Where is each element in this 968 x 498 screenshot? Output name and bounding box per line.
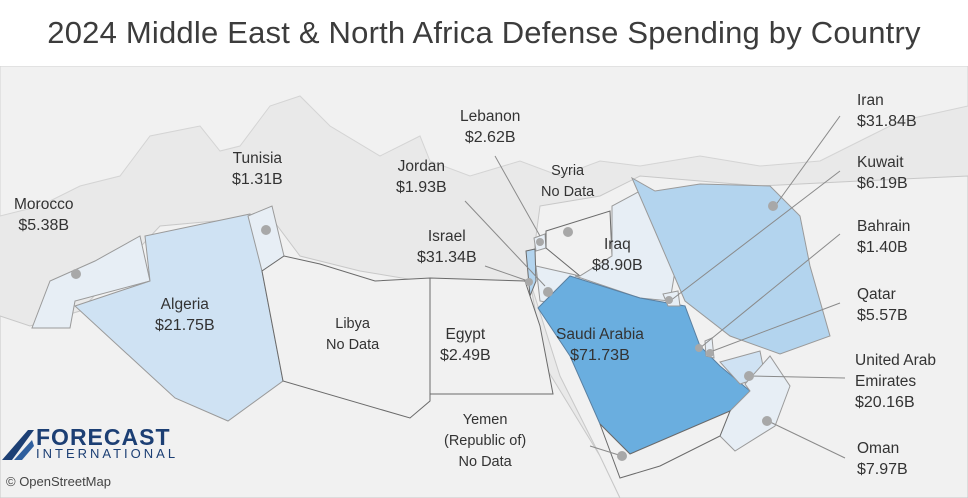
marker-iran [768, 201, 778, 211]
label-libya: Libya No Data [326, 316, 380, 353]
leader-uae [749, 375, 846, 379]
label-morocco: Morocco $5.38B [14, 196, 74, 234]
label-oman: Oman $7.97B [857, 440, 908, 478]
label-algeria: Algeria $21.75B [155, 296, 215, 334]
label-kuwait: Kuwait $6.19B [857, 154, 908, 192]
marker-syria [563, 227, 573, 237]
marker-uae [744, 371, 754, 381]
label-yemen: Yemen (Republic of) No Data [444, 412, 527, 470]
logo-word: FORECAST [36, 424, 171, 450]
marker-tunisia [261, 225, 271, 235]
marker-kuwait [665, 296, 673, 304]
country-oman [719, 355, 791, 452]
label-lebanon: Lebanon $2.62B [460, 108, 521, 146]
leader-yemen [589, 445, 623, 457]
country-yemen [599, 410, 731, 479]
label-iran: Iran $31.84B [857, 92, 917, 130]
marker-israel [525, 278, 533, 286]
map-area[interactable]: Morocco $5.38B Algeria $21.75B Tunisia $… [0, 66, 968, 498]
marker-qatar [706, 349, 714, 357]
label-egypt: Egypt $2.49B [440, 326, 491, 364]
leader-qatar [709, 302, 841, 353]
leader-kuwait [669, 170, 841, 302]
marker-bahrain [695, 344, 703, 352]
label-bahrain: Bahrain $1.40B [857, 218, 911, 256]
marker-morocco [71, 269, 81, 279]
leader-iran [774, 115, 841, 207]
marker-lebanon [536, 238, 544, 246]
map-canvas [0, 66, 968, 498]
leader-lines [464, 115, 846, 459]
label-jordan: Jordan $1.93B [396, 158, 447, 196]
label-saudi-arabia: Saudi Arabia $71.73B [556, 326, 644, 364]
logo-subword: INTERNATIONAL [36, 446, 179, 461]
map-title: 2024 Middle East & North Africa Defense … [47, 15, 921, 50]
label-iraq: Iraq $8.90B [592, 236, 643, 274]
label-israel: Israel $31.34B [417, 228, 477, 266]
country-morocco [31, 235, 151, 329]
leader-jordan [464, 200, 546, 287]
map-attribution[interactable]: © OpenStreetMap [6, 474, 111, 489]
leader-bahrain [699, 233, 841, 349]
europe-landmass [0, 66, 968, 217]
country-iran [630, 176, 831, 355]
marker-oman [762, 416, 772, 426]
forecast-international-logo: FORECAST INTERNATIONAL [2, 424, 182, 464]
country-egypt [429, 277, 554, 395]
leader-lebanon [494, 155, 541, 237]
leader-israel [484, 265, 529, 282]
label-tunisia: Tunisia $1.31B [232, 150, 283, 188]
label-qatar: Qatar $5.57B [857, 286, 908, 324]
label-uae: United Arab Emirates $20.16B [855, 352, 936, 411]
marker-yemen [617, 451, 627, 461]
logo-mark-icon [2, 430, 34, 460]
label-syria: Syria No Data [541, 163, 595, 200]
marker-jordan [543, 287, 553, 297]
markers [71, 201, 778, 461]
leader-oman [767, 420, 846, 459]
